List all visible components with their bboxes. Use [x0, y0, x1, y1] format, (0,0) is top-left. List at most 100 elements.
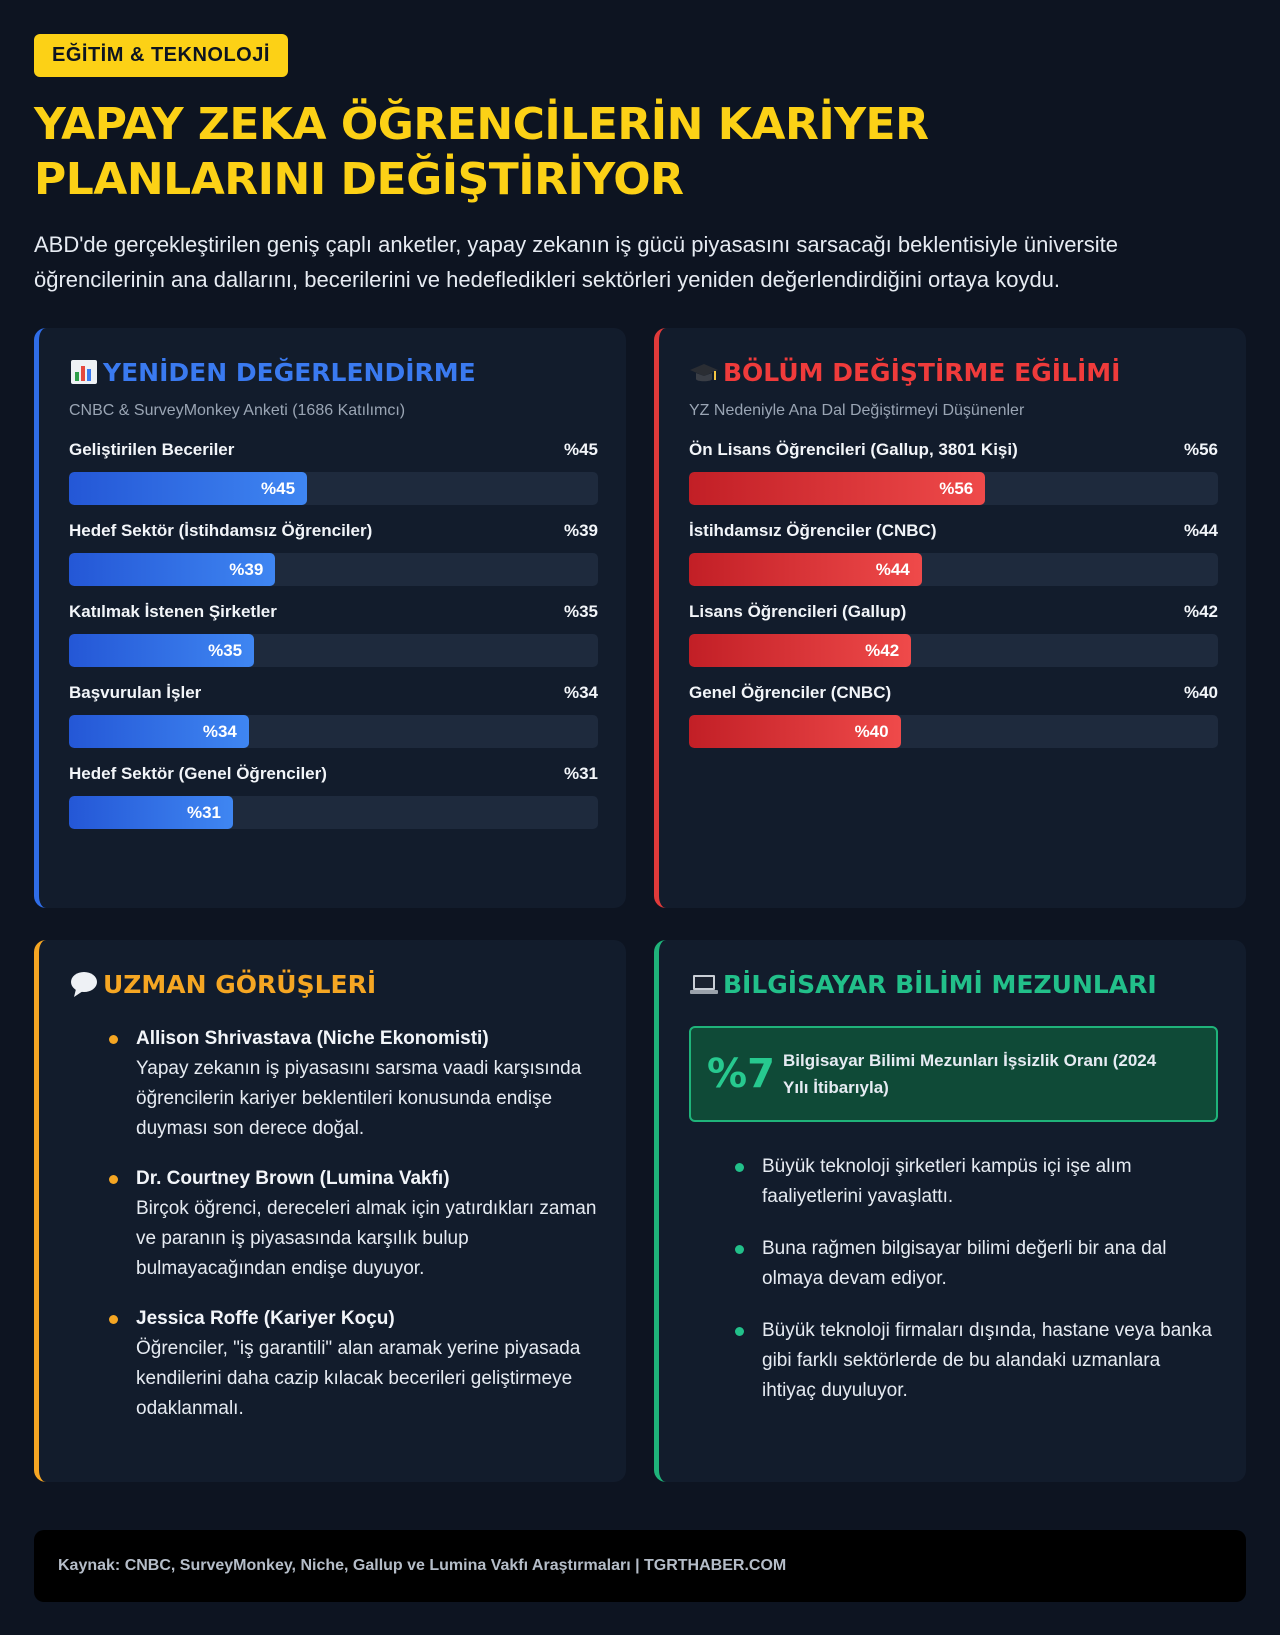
bar-row: Lisans Öğrencileri (Gallup) %42 %42: [689, 600, 1218, 667]
bullet-icon: [109, 1315, 118, 1324]
page-title: YAPAY ZEKA ÖĞRENCİLERİN KARİYER PLANLARI…: [34, 99, 929, 205]
laptop-icon: [689, 969, 719, 999]
bar-track: %44: [689, 553, 1218, 586]
major-change-card: BÖLÜM DEĞİŞTİRME EĞİLİMİ YZ Nedeniyle An…: [654, 328, 1246, 908]
bar-value-label: %40: [1183, 683, 1218, 702]
bar-chart-icon: [69, 357, 99, 387]
expert-quote: Birçok öğrenci, dereceleri almak için ya…: [136, 1198, 597, 1279]
bar-value-label: %42: [1183, 602, 1218, 621]
bar-category-label: Genel Öğrenciler (CNBC): [689, 683, 892, 702]
bar-data-label: %35: [208, 640, 243, 660]
bar-data-label: %39: [229, 559, 264, 579]
bar-header: İstihdamsız Öğrenciler (CNBC) %44: [689, 519, 1218, 543]
bar-data-label: %45: [261, 478, 296, 498]
category-tag: EĞİTİM & TEKNOLOJİ: [34, 34, 288, 77]
bar-track: %45: [69, 472, 598, 505]
card-title-text: BİLGİSAYAR BİLİMİ MEZUNLARI: [723, 969, 1157, 999]
fact-text: Büyük teknoloji şirketleri kampüs içi iş…: [762, 1156, 1132, 1207]
bullet-icon: [109, 1035, 118, 1044]
experts-title: UZMAN GÖRÜŞLERİ: [69, 966, 598, 1002]
bar-category-label: Hedef Sektör (İstihdamsız Öğrenciler): [69, 521, 373, 540]
bullet-icon: [735, 1327, 744, 1336]
bar-data-label: %34: [202, 721, 237, 741]
bar: %40: [689, 715, 901, 748]
bar-row: Katılmak İstenen Şirketler %35 %35: [69, 600, 598, 667]
bar-row: Başvurulan İşler %34 %34: [69, 681, 598, 748]
bar-value-label: %31: [563, 764, 598, 783]
expert-item: Jessica Roffe (Kariyer Koçu) Öğrenciler,…: [109, 1304, 598, 1424]
bar-header: Hedef Sektör (İstihdamsız Öğrenciler) %39: [69, 519, 598, 543]
major-change-title: BÖLÜM DEĞİŞTİRME EĞİLİMİ: [689, 354, 1218, 390]
bar-category-label: Hedef Sektör (Genel Öğrenciler): [69, 764, 327, 783]
expert-list: Allison Shrivastava (Niche Ekonomisti) Y…: [69, 1024, 598, 1424]
bar: %31: [69, 796, 233, 829]
bar-data-label: %56: [939, 478, 974, 498]
bar: %56: [689, 472, 986, 505]
source-footer: Kaynak: CNBC, SurveyMonkey, Niche, Gallu…: [34, 1530, 1246, 1602]
bar-header: Katılmak İstenen Şirketler %35: [69, 600, 598, 624]
expert-quote: Öğrenciler, "iş garantili" alan aramak y…: [136, 1338, 581, 1419]
unemployment-label: Bilgisayar Bilimi Mezunları İşsizlik Ora…: [783, 1051, 1157, 1097]
bar-track: %31: [69, 796, 598, 829]
bar: %44: [689, 553, 922, 586]
bar-value-label: %39: [563, 521, 598, 540]
bar-value-label: %34: [563, 683, 598, 702]
bar-data-label: %31: [186, 802, 221, 822]
expert-item: Allison Shrivastava (Niche Ekonomisti) Y…: [109, 1024, 598, 1144]
bar: %45: [69, 472, 308, 505]
bar-header: Lisans Öğrencileri (Gallup) %42: [689, 600, 1218, 624]
bar-category-label: Ön Lisans Öğrencileri (Gallup, 3801 Kişi…: [689, 440, 1018, 459]
bar-row: Hedef Sektör (İstihdamsız Öğrenciler) %39…: [69, 519, 598, 586]
bar-list: Ön Lisans Öğrencileri (Gallup, 3801 Kişi…: [689, 438, 1218, 748]
unemployment-stat-box: %7 Bilgisayar Bilimi Mezunları İşsizlik …: [689, 1026, 1218, 1122]
bar-track: %56: [689, 472, 1218, 505]
bar-track: %34: [69, 715, 598, 748]
reassessment-title: YENİDEN DEĞERLENDİRME: [69, 354, 598, 390]
expert-item: Dr. Courtney Brown (Lumina Vakfı) Birçok…: [109, 1164, 598, 1284]
bar-value-label: %44: [1183, 521, 1218, 540]
expert-quote: Yapay zekanın iş piyasasını sarsma vaadi…: [136, 1058, 582, 1139]
bar-data-label: %40: [854, 721, 889, 741]
expert-name: Allison Shrivastava (Niche Ekonomisti): [136, 1028, 489, 1049]
survey-subtitle: CNBC & SurveyMonkey Anketi (1686 Katılım…: [69, 402, 406, 419]
card-title-text: BÖLÜM DEĞİŞTİRME EĞİLİMİ: [723, 357, 1121, 387]
fact-item: Buna rağmen bilgisayar bilimi değerli bi…: [735, 1234, 1218, 1294]
bar-header: Geliştirilen Beceriler %45: [69, 438, 598, 462]
bar-value-label: %45: [563, 440, 598, 459]
unemployment-rate: %7: [707, 1051, 775, 1097]
expert-name: Dr. Courtney Brown (Lumina Vakfı): [136, 1168, 450, 1189]
fact-list: Büyük teknoloji şirketleri kampüs içi iş…: [689, 1152, 1218, 1406]
bar-track: %39: [69, 553, 598, 586]
bar-header: Ön Lisans Öğrencileri (Gallup, 3801 Kişi…: [689, 438, 1218, 462]
bullet-icon: [109, 1175, 118, 1184]
bar-category-label: İstihdamsız Öğrenciler (CNBC): [689, 521, 937, 540]
bar-row: Hedef Sektör (Genel Öğrenciler) %31 %31: [69, 762, 598, 829]
bar-track: %35: [69, 634, 598, 667]
card-title-text: UZMAN GÖRÜŞLERİ: [103, 969, 377, 999]
bar: %39: [69, 553, 276, 586]
fact-text: Buna rağmen bilgisayar bilimi değerli bi…: [762, 1238, 1167, 1289]
bar-row: Genel Öğrenciler (CNBC) %40 %40: [689, 681, 1218, 748]
bar-data-label: %42: [865, 640, 900, 660]
bar-track: %42: [689, 634, 1218, 667]
bullet-icon: [735, 1163, 744, 1172]
reassessment-card: YENİDEN DEĞERLENDİRME CNBC & SurveyMonke…: [34, 328, 626, 908]
bullet-icon: [735, 1245, 744, 1254]
bar-category-label: Başvurulan İşler: [69, 683, 202, 702]
bar-category-label: Lisans Öğrencileri (Gallup): [689, 602, 907, 621]
graduation-cap-icon: [689, 357, 719, 387]
bar-header: Genel Öğrenciler (CNBC) %40: [689, 681, 1218, 705]
survey-subtitle: YZ Nedeniyle Ana Dal Değiştirmeyi Düşüne…: [689, 402, 1025, 419]
bar-row: Ön Lisans Öğrencileri (Gallup, 3801 Kişi…: [689, 438, 1218, 505]
bar-category-label: Geliştirilen Beceriler: [69, 440, 235, 459]
bar: %34: [69, 715, 249, 748]
expert-name: Jessica Roffe (Kariyer Koçu): [136, 1308, 395, 1329]
bar-header: Başvurulan İşler %34: [69, 681, 598, 705]
experts-card: UZMAN GÖRÜŞLERİ Allison Shrivastava (Nic…: [34, 940, 626, 1482]
bar-data-label: %44: [875, 559, 910, 579]
fact-item: Büyük teknoloji firmaları dışında, hasta…: [735, 1316, 1218, 1406]
fact-text: Büyük teknoloji firmaları dışında, hasta…: [762, 1320, 1212, 1401]
bar-category-label: Katılmak İstenen Şirketler: [69, 602, 277, 621]
bar-value-label: %35: [563, 602, 598, 621]
bar: %35: [69, 634, 255, 667]
